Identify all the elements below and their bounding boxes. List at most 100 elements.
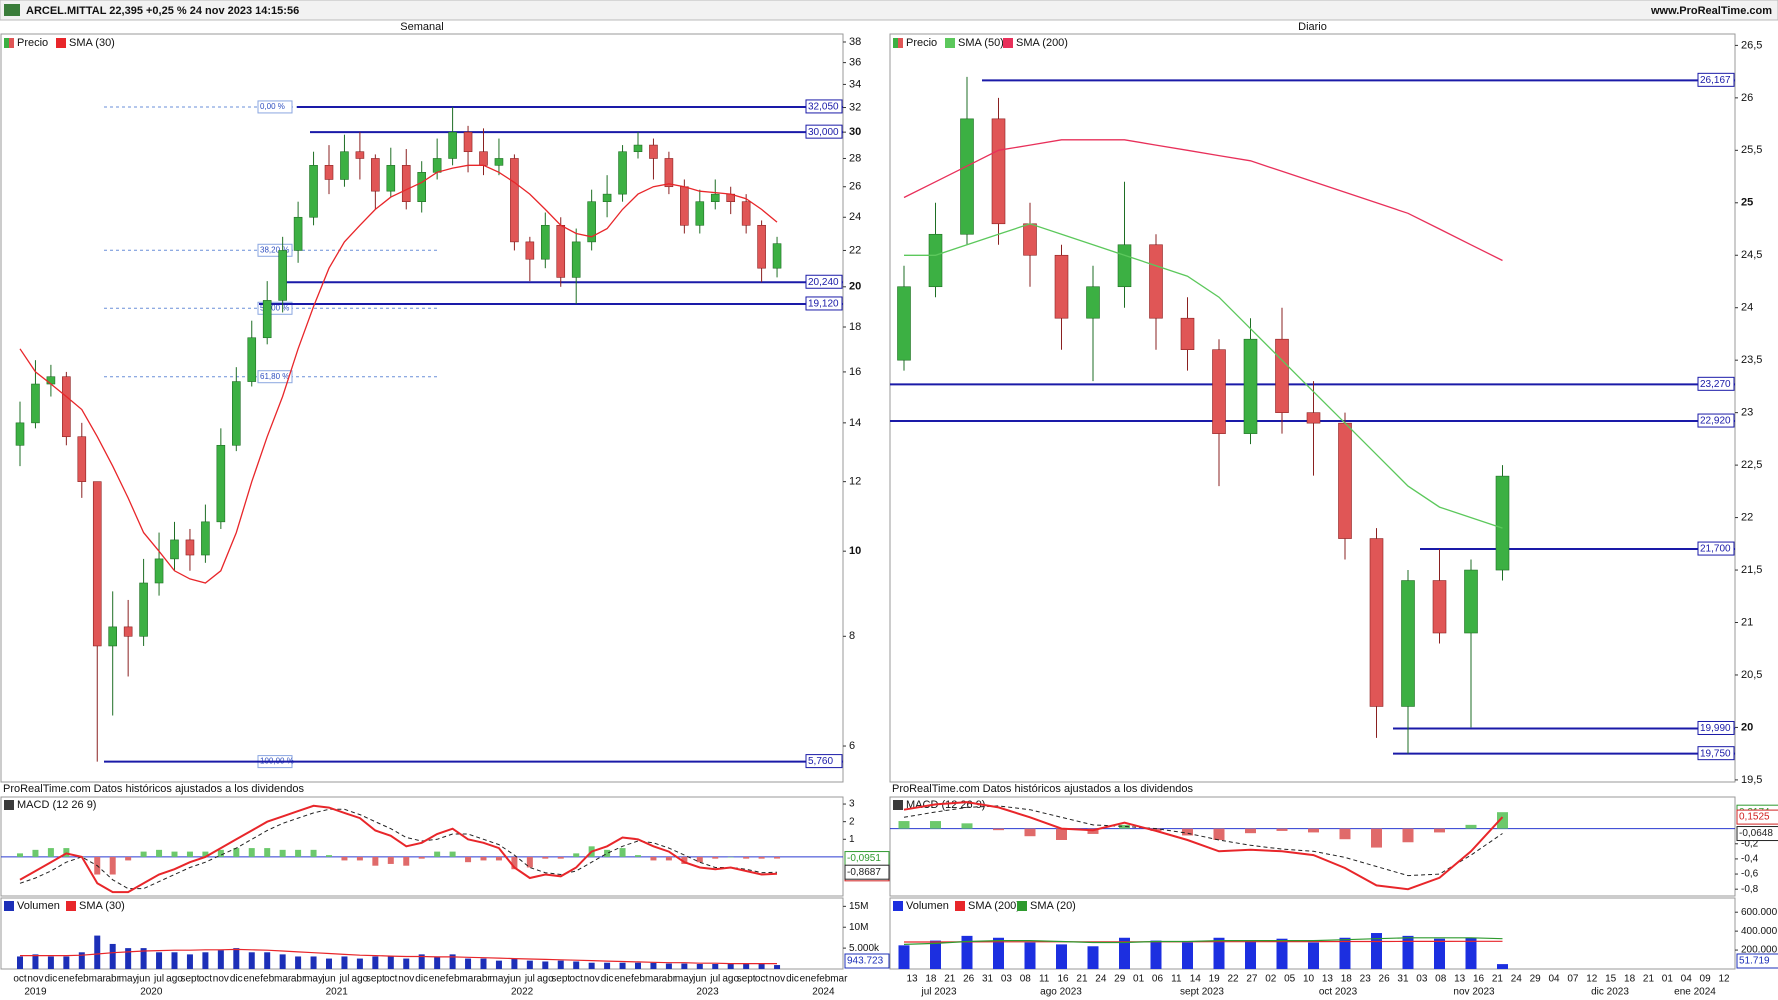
legend-label: Precio <box>906 37 937 49</box>
volume-bar <box>681 963 688 969</box>
x-group-label: 2020 <box>140 987 163 998</box>
candle-body <box>463 131 473 153</box>
macd-bar <box>604 849 611 857</box>
macd-bar <box>264 848 271 857</box>
x-tick-label: feb <box>631 974 645 985</box>
volume-bar <box>1371 933 1382 969</box>
data-note: ProRealTime.com Datos históricos ajustad… <box>892 783 1194 795</box>
candle-body <box>494 158 504 166</box>
macd-bar <box>449 851 456 857</box>
macd-bar <box>930 821 941 829</box>
level-label: 19,750 <box>1700 748 1731 759</box>
candle-body <box>201 521 210 556</box>
candle-body <box>618 151 627 195</box>
sma-line <box>904 223 1503 529</box>
y-tick-label: -0,6 <box>1741 869 1759 880</box>
candle-body <box>432 158 442 173</box>
y-tick-label: 21,5 <box>1741 564 1762 576</box>
x-tick-label: 21 <box>1492 974 1504 985</box>
level-box <box>805 754 843 769</box>
y-tick-label: 600.000 <box>1741 907 1778 918</box>
macd-bar <box>681 856 688 864</box>
candle-body <box>1054 254 1069 319</box>
macd-bar <box>480 856 487 861</box>
x-tick-label: 14 <box>1190 974 1202 985</box>
macd-bar <box>526 856 533 868</box>
macd-bar <box>202 851 209 857</box>
x-tick-label: sept <box>737 974 756 985</box>
volume-sma <box>903 937 1503 945</box>
macd-bar <box>1213 828 1225 840</box>
level-box <box>1697 746 1735 761</box>
x-tick-label: 21 <box>1076 974 1088 985</box>
x-tick-label: 04 <box>1548 974 1560 985</box>
y-tick-label: 20 <box>1741 721 1753 733</box>
x-tick-label: 27 <box>1246 974 1258 985</box>
y-tick-label: 200.000 <box>1741 945 1778 956</box>
volume-bar <box>712 963 719 969</box>
y-tick-label: 21 <box>1741 616 1753 628</box>
macd-signal <box>19 808 778 890</box>
level-label: 22,920 <box>1700 416 1731 427</box>
legend-swatch <box>4 901 14 911</box>
x-tick-label: 16 <box>1058 974 1070 985</box>
macd-bar <box>557 856 564 859</box>
level-box <box>1697 376 1735 391</box>
candle-body <box>757 224 766 269</box>
candle-body <box>633 144 643 153</box>
volume-bar <box>1056 944 1067 969</box>
volume-bar <box>495 960 502 969</box>
macd-line <box>903 801 1504 891</box>
x-tick-label: ago <box>352 974 369 985</box>
candle-body <box>1306 412 1321 424</box>
x-tick-label: ago <box>537 974 554 985</box>
macd-bar <box>743 856 750 859</box>
macd-bar <box>665 856 672 861</box>
y-tick-label: 26,5 <box>1741 39 1762 51</box>
x-tick-label: 07 <box>1567 974 1579 985</box>
macd-bar <box>511 856 518 870</box>
level-label: 23,270 <box>1700 379 1731 390</box>
volume-bar <box>930 940 941 969</box>
fib-box <box>257 370 293 384</box>
macd-bar <box>1056 828 1067 840</box>
candle-body <box>46 376 56 385</box>
macd-bar <box>47 848 54 857</box>
macd-bar <box>295 849 302 857</box>
volume-bar <box>1150 940 1162 969</box>
candle-body <box>31 383 40 424</box>
x-tick-label: dic <box>601 974 614 985</box>
x-tick-label: ene <box>58 974 75 985</box>
x-tick-label: 04 <box>1681 974 1693 985</box>
x-tick-label: jul <box>709 974 720 985</box>
x-tick-label: jun <box>321 974 335 985</box>
level-label: 21,700 <box>1700 544 1731 555</box>
candle-body <box>571 241 581 278</box>
candle-body <box>1338 422 1352 539</box>
volume-bar <box>743 963 750 969</box>
x-tick-label: nov <box>769 974 785 985</box>
x-tick-label: nov <box>213 974 229 985</box>
volume-sma <box>20 948 777 965</box>
x-group-label: ago 2023 <box>1040 987 1082 998</box>
level-box <box>1697 720 1735 735</box>
x-tick-label: 03 <box>1416 974 1428 985</box>
volume-bar <box>1434 938 1445 969</box>
x-tick-label: 11 <box>1171 974 1182 985</box>
candle-body <box>1149 244 1163 319</box>
value-box <box>844 864 890 880</box>
candle-body <box>293 216 303 251</box>
x-tick-label: 24 <box>1095 974 1107 985</box>
x-tick-label: abr <box>476 974 491 985</box>
instrument-title: ARCEL.MITTAL 22,395 +0,25 % 24 nov 2023 … <box>26 5 299 17</box>
macd-bar <box>1150 828 1162 831</box>
x-tick-label: oct <box>199 974 213 985</box>
level-box <box>1697 541 1735 556</box>
volume-bar <box>78 952 85 969</box>
x-tick-label: sept <box>366 974 385 985</box>
macd-bar <box>635 855 641 857</box>
volume-bar <box>993 937 1004 969</box>
x-tick-label: 21 <box>1643 974 1655 985</box>
candle-body <box>772 243 782 269</box>
x-tick-label: 01 <box>1133 974 1145 985</box>
